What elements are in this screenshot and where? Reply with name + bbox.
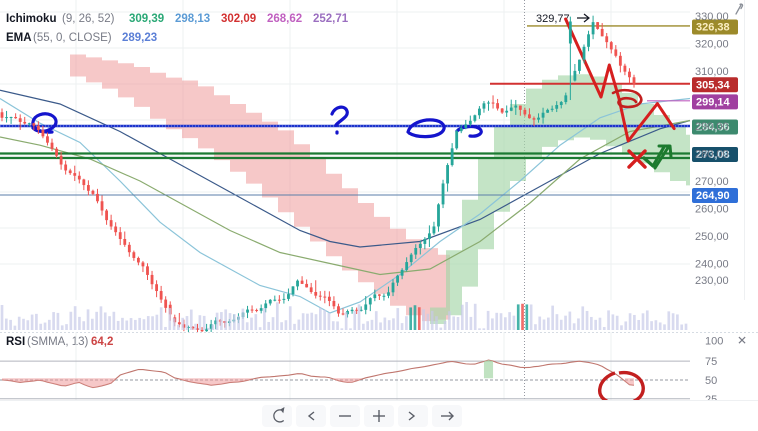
svg-text:299,14: 299,14 <box>696 96 731 108</box>
svg-text:305,34: 305,34 <box>696 79 731 91</box>
svg-text:RSI: RSI <box>6 336 25 348</box>
svg-text:289,23: 289,23 <box>122 32 157 44</box>
svg-text:75: 75 <box>705 356 717 368</box>
svg-text:100: 100 <box>705 336 723 348</box>
svg-text:Ichimoku: Ichimoku <box>6 13 56 25</box>
svg-text:309,39: 309,39 <box>129 13 164 25</box>
svg-text:64,2: 64,2 <box>91 336 113 348</box>
svg-text:264,90: 264,90 <box>696 190 730 202</box>
svg-text:270,00: 270,00 <box>695 176 729 188</box>
svg-text:252,71: 252,71 <box>313 13 349 25</box>
svg-text:230,00: 230,00 <box>695 275 729 287</box>
svg-text:50: 50 <box>705 375 717 387</box>
svg-text:290,00: 290,00 <box>695 121 729 133</box>
svg-text:326,38: 326,38 <box>696 22 730 34</box>
svg-text:260,00: 260,00 <box>695 204 729 216</box>
svg-text:330,00: 330,00 <box>695 11 729 23</box>
svg-text:(55, 0, CLOSE): (55, 0, CLOSE) <box>33 32 112 44</box>
svg-text:(9, 26, 52): (9, 26, 52) <box>62 13 115 25</box>
svg-text:268,62: 268,62 <box>267 13 302 25</box>
svg-text:310,00: 310,00 <box>695 66 729 78</box>
svg-text:298,13: 298,13 <box>175 13 210 25</box>
svg-text:320,00: 320,00 <box>695 39 729 51</box>
svg-text:302,09: 302,09 <box>221 13 256 25</box>
svg-text:(SMMA, 13): (SMMA, 13) <box>27 336 89 348</box>
svg-text:✕: ✕ <box>737 334 747 348</box>
svg-text:240,00: 240,00 <box>695 259 729 271</box>
svg-text:EMA: EMA <box>6 32 32 44</box>
svg-text:280,00: 280,00 <box>695 149 729 161</box>
svg-text:250,00: 250,00 <box>695 231 729 243</box>
